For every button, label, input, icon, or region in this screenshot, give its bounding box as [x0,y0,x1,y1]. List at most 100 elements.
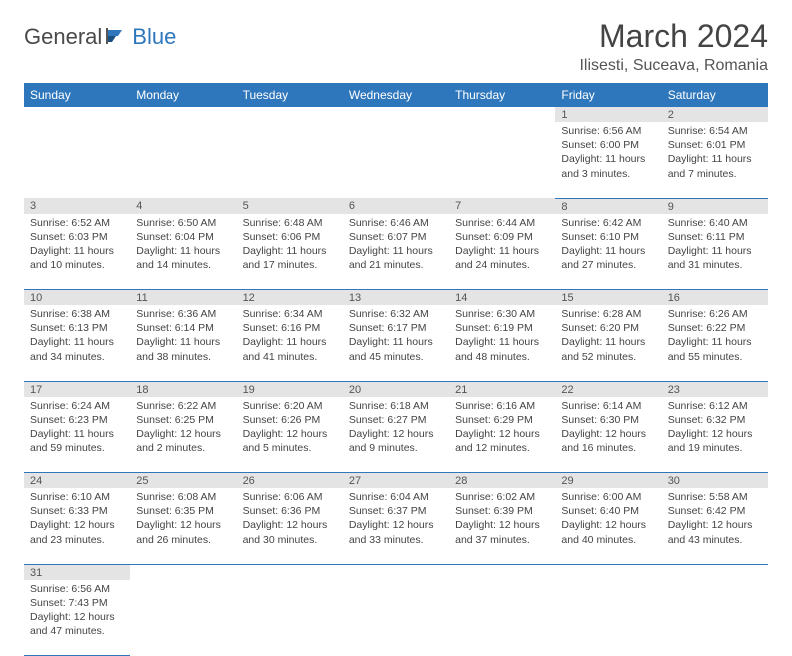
day-body-cell: Sunrise: 6:14 AMSunset: 6:30 PMDaylight:… [555,397,661,473]
day-details: Sunrise: 6:52 AMSunset: 6:03 PMDaylight:… [24,214,130,277]
day-body-cell: Sunrise: 6:28 AMSunset: 6:20 PMDaylight:… [555,305,661,381]
day-details: Sunrise: 6:22 AMSunset: 6:25 PMDaylight:… [130,397,236,460]
day-number-cell: 20 [343,381,449,397]
day-details: Sunrise: 6:30 AMSunset: 6:19 PMDaylight:… [449,305,555,368]
day-number-cell [555,564,661,580]
day-details: Sunrise: 6:38 AMSunset: 6:13 PMDaylight:… [24,305,130,368]
day-body-cell: Sunrise: 6:34 AMSunset: 6:16 PMDaylight:… [237,305,343,381]
day-number-cell: 13 [343,290,449,306]
day-number-cell [130,564,236,580]
day-body-cell [130,580,236,656]
day-details: Sunrise: 6:00 AMSunset: 6:40 PMDaylight:… [555,488,661,551]
day-number-cell [237,107,343,122]
brand-logo: General Blue [24,24,176,50]
logo-flag-icon [106,24,130,50]
day-details: Sunrise: 6:02 AMSunset: 6:39 PMDaylight:… [449,488,555,551]
day-body-cell: Sunrise: 6:38 AMSunset: 6:13 PMDaylight:… [24,305,130,381]
day-body-cell: Sunrise: 6:40 AMSunset: 6:11 PMDaylight:… [662,214,768,290]
day-number-cell: 21 [449,381,555,397]
location-text: Ilisesti, Suceava, Romania [24,57,768,75]
day-details: Sunrise: 6:46 AMSunset: 6:07 PMDaylight:… [343,214,449,277]
day-body-cell: Sunrise: 6:16 AMSunset: 6:29 PMDaylight:… [449,397,555,473]
logo-text-1: General [24,24,102,50]
day-number-cell [662,564,768,580]
day-number-cell: 22 [555,381,661,397]
day-body-cell: Sunrise: 6:54 AMSunset: 6:01 PMDaylight:… [662,122,768,198]
day-number-cell: 18 [130,381,236,397]
month-title: March 2024 [599,18,768,55]
day-header: Sunday [24,83,130,107]
day-details: Sunrise: 6:14 AMSunset: 6:30 PMDaylight:… [555,397,661,460]
day-body-cell: Sunrise: 6:08 AMSunset: 6:35 PMDaylight:… [130,488,236,564]
day-body-cell [24,122,130,198]
day-number-cell: 15 [555,290,661,306]
day-body-cell [343,122,449,198]
day-header: Monday [130,83,236,107]
day-body-cell [449,122,555,198]
day-number-cell: 27 [343,473,449,489]
day-body-cell: Sunrise: 6:10 AMSunset: 6:33 PMDaylight:… [24,488,130,564]
day-details: Sunrise: 6:32 AMSunset: 6:17 PMDaylight:… [343,305,449,368]
day-header: Wednesday [343,83,449,107]
day-number-cell: 5 [237,198,343,214]
logo-text-2: Blue [132,24,176,50]
day-number-cell: 2 [662,107,768,122]
day-number-cell: 4 [130,198,236,214]
day-body-cell: Sunrise: 6:20 AMSunset: 6:26 PMDaylight:… [237,397,343,473]
day-body-cell [662,580,768,656]
day-body-cell: Sunrise: 6:46 AMSunset: 6:07 PMDaylight:… [343,214,449,290]
day-details: Sunrise: 6:54 AMSunset: 6:01 PMDaylight:… [662,122,768,185]
day-details: Sunrise: 6:26 AMSunset: 6:22 PMDaylight:… [662,305,768,368]
day-body-cell: Sunrise: 6:48 AMSunset: 6:06 PMDaylight:… [237,214,343,290]
day-number-cell: 1 [555,107,661,122]
day-details: Sunrise: 6:56 AMSunset: 6:00 PMDaylight:… [555,122,661,185]
day-number-cell: 17 [24,381,130,397]
day-number-cell: 11 [130,290,236,306]
day-header: Saturday [662,83,768,107]
day-body-cell: Sunrise: 6:44 AMSunset: 6:09 PMDaylight:… [449,214,555,290]
day-number-cell: 19 [237,381,343,397]
day-details: Sunrise: 6:16 AMSunset: 6:29 PMDaylight:… [449,397,555,460]
day-number-cell: 31 [24,564,130,580]
day-body-cell [130,122,236,198]
day-body-cell: Sunrise: 6:42 AMSunset: 6:10 PMDaylight:… [555,214,661,290]
day-body-cell: Sunrise: 6:52 AMSunset: 6:03 PMDaylight:… [24,214,130,290]
day-details: Sunrise: 6:06 AMSunset: 6:36 PMDaylight:… [237,488,343,551]
day-details: Sunrise: 6:18 AMSunset: 6:27 PMDaylight:… [343,397,449,460]
day-details: Sunrise: 6:42 AMSunset: 6:10 PMDaylight:… [555,214,661,277]
day-body-cell: Sunrise: 6:02 AMSunset: 6:39 PMDaylight:… [449,488,555,564]
day-number-cell: 3 [24,198,130,214]
day-number-cell [130,107,236,122]
day-number-cell [343,564,449,580]
day-number-cell: 7 [449,198,555,214]
day-body-cell: Sunrise: 6:26 AMSunset: 6:22 PMDaylight:… [662,305,768,381]
day-number-cell: 26 [237,473,343,489]
day-body-cell [343,580,449,656]
day-details: Sunrise: 6:48 AMSunset: 6:06 PMDaylight:… [237,214,343,277]
day-details: Sunrise: 6:10 AMSunset: 6:33 PMDaylight:… [24,488,130,551]
day-header: Friday [555,83,661,107]
day-body-cell: Sunrise: 6:06 AMSunset: 6:36 PMDaylight:… [237,488,343,564]
day-details: Sunrise: 6:04 AMSunset: 6:37 PMDaylight:… [343,488,449,551]
day-details: Sunrise: 6:50 AMSunset: 6:04 PMDaylight:… [130,214,236,277]
day-number-cell [24,107,130,122]
day-body-cell: Sunrise: 6:12 AMSunset: 6:32 PMDaylight:… [662,397,768,473]
day-number-cell: 10 [24,290,130,306]
day-number-cell [343,107,449,122]
day-details: Sunrise: 6:44 AMSunset: 6:09 PMDaylight:… [449,214,555,277]
day-number-cell: 29 [555,473,661,489]
day-body-cell: Sunrise: 5:58 AMSunset: 6:42 PMDaylight:… [662,488,768,564]
day-body-cell: Sunrise: 6:00 AMSunset: 6:40 PMDaylight:… [555,488,661,564]
day-body-cell: Sunrise: 6:32 AMSunset: 6:17 PMDaylight:… [343,305,449,381]
day-body-cell [555,580,661,656]
day-number-cell: 24 [24,473,130,489]
day-body-cell [237,580,343,656]
day-body-cell: Sunrise: 6:36 AMSunset: 6:14 PMDaylight:… [130,305,236,381]
day-body-cell: Sunrise: 6:56 AMSunset: 6:00 PMDaylight:… [555,122,661,198]
day-number-cell: 6 [343,198,449,214]
day-details: Sunrise: 6:08 AMSunset: 6:35 PMDaylight:… [130,488,236,551]
day-number-cell: 16 [662,290,768,306]
day-body-cell: Sunrise: 6:04 AMSunset: 6:37 PMDaylight:… [343,488,449,564]
day-details: Sunrise: 6:28 AMSunset: 6:20 PMDaylight:… [555,305,661,368]
day-body-cell: Sunrise: 6:22 AMSunset: 6:25 PMDaylight:… [130,397,236,473]
